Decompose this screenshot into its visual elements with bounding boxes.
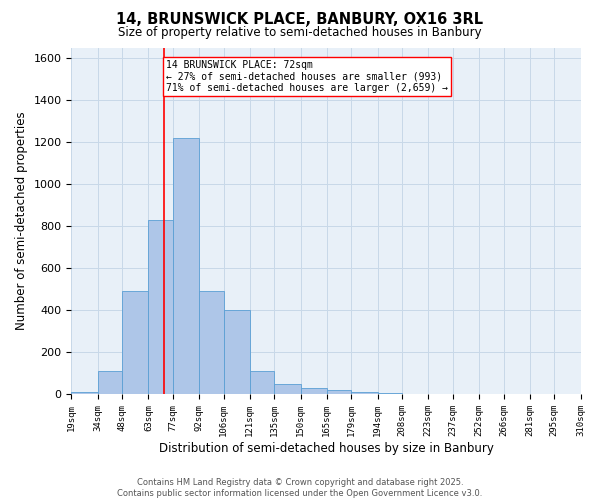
Bar bbox=[71, 392, 98, 394]
Bar bbox=[274, 384, 301, 394]
Bar bbox=[327, 390, 352, 394]
Bar bbox=[148, 220, 173, 394]
Bar bbox=[173, 138, 199, 394]
Bar bbox=[250, 372, 274, 394]
Bar bbox=[377, 393, 402, 394]
Bar bbox=[224, 310, 250, 394]
Bar bbox=[122, 292, 148, 395]
Text: Size of property relative to semi-detached houses in Banbury: Size of property relative to semi-detach… bbox=[118, 26, 482, 39]
Y-axis label: Number of semi-detached properties: Number of semi-detached properties bbox=[15, 112, 28, 330]
Text: Contains HM Land Registry data © Crown copyright and database right 2025.
Contai: Contains HM Land Registry data © Crown c… bbox=[118, 478, 482, 498]
Bar bbox=[301, 388, 327, 394]
Bar bbox=[352, 392, 377, 394]
Bar bbox=[199, 292, 224, 395]
Text: 14, BRUNSWICK PLACE, BANBURY, OX16 3RL: 14, BRUNSWICK PLACE, BANBURY, OX16 3RL bbox=[116, 12, 484, 28]
X-axis label: Distribution of semi-detached houses by size in Banbury: Distribution of semi-detached houses by … bbox=[158, 442, 493, 455]
Text: 14 BRUNSWICK PLACE: 72sqm
← 27% of semi-detached houses are smaller (993)
71% of: 14 BRUNSWICK PLACE: 72sqm ← 27% of semi-… bbox=[166, 60, 448, 94]
Bar bbox=[98, 372, 122, 394]
